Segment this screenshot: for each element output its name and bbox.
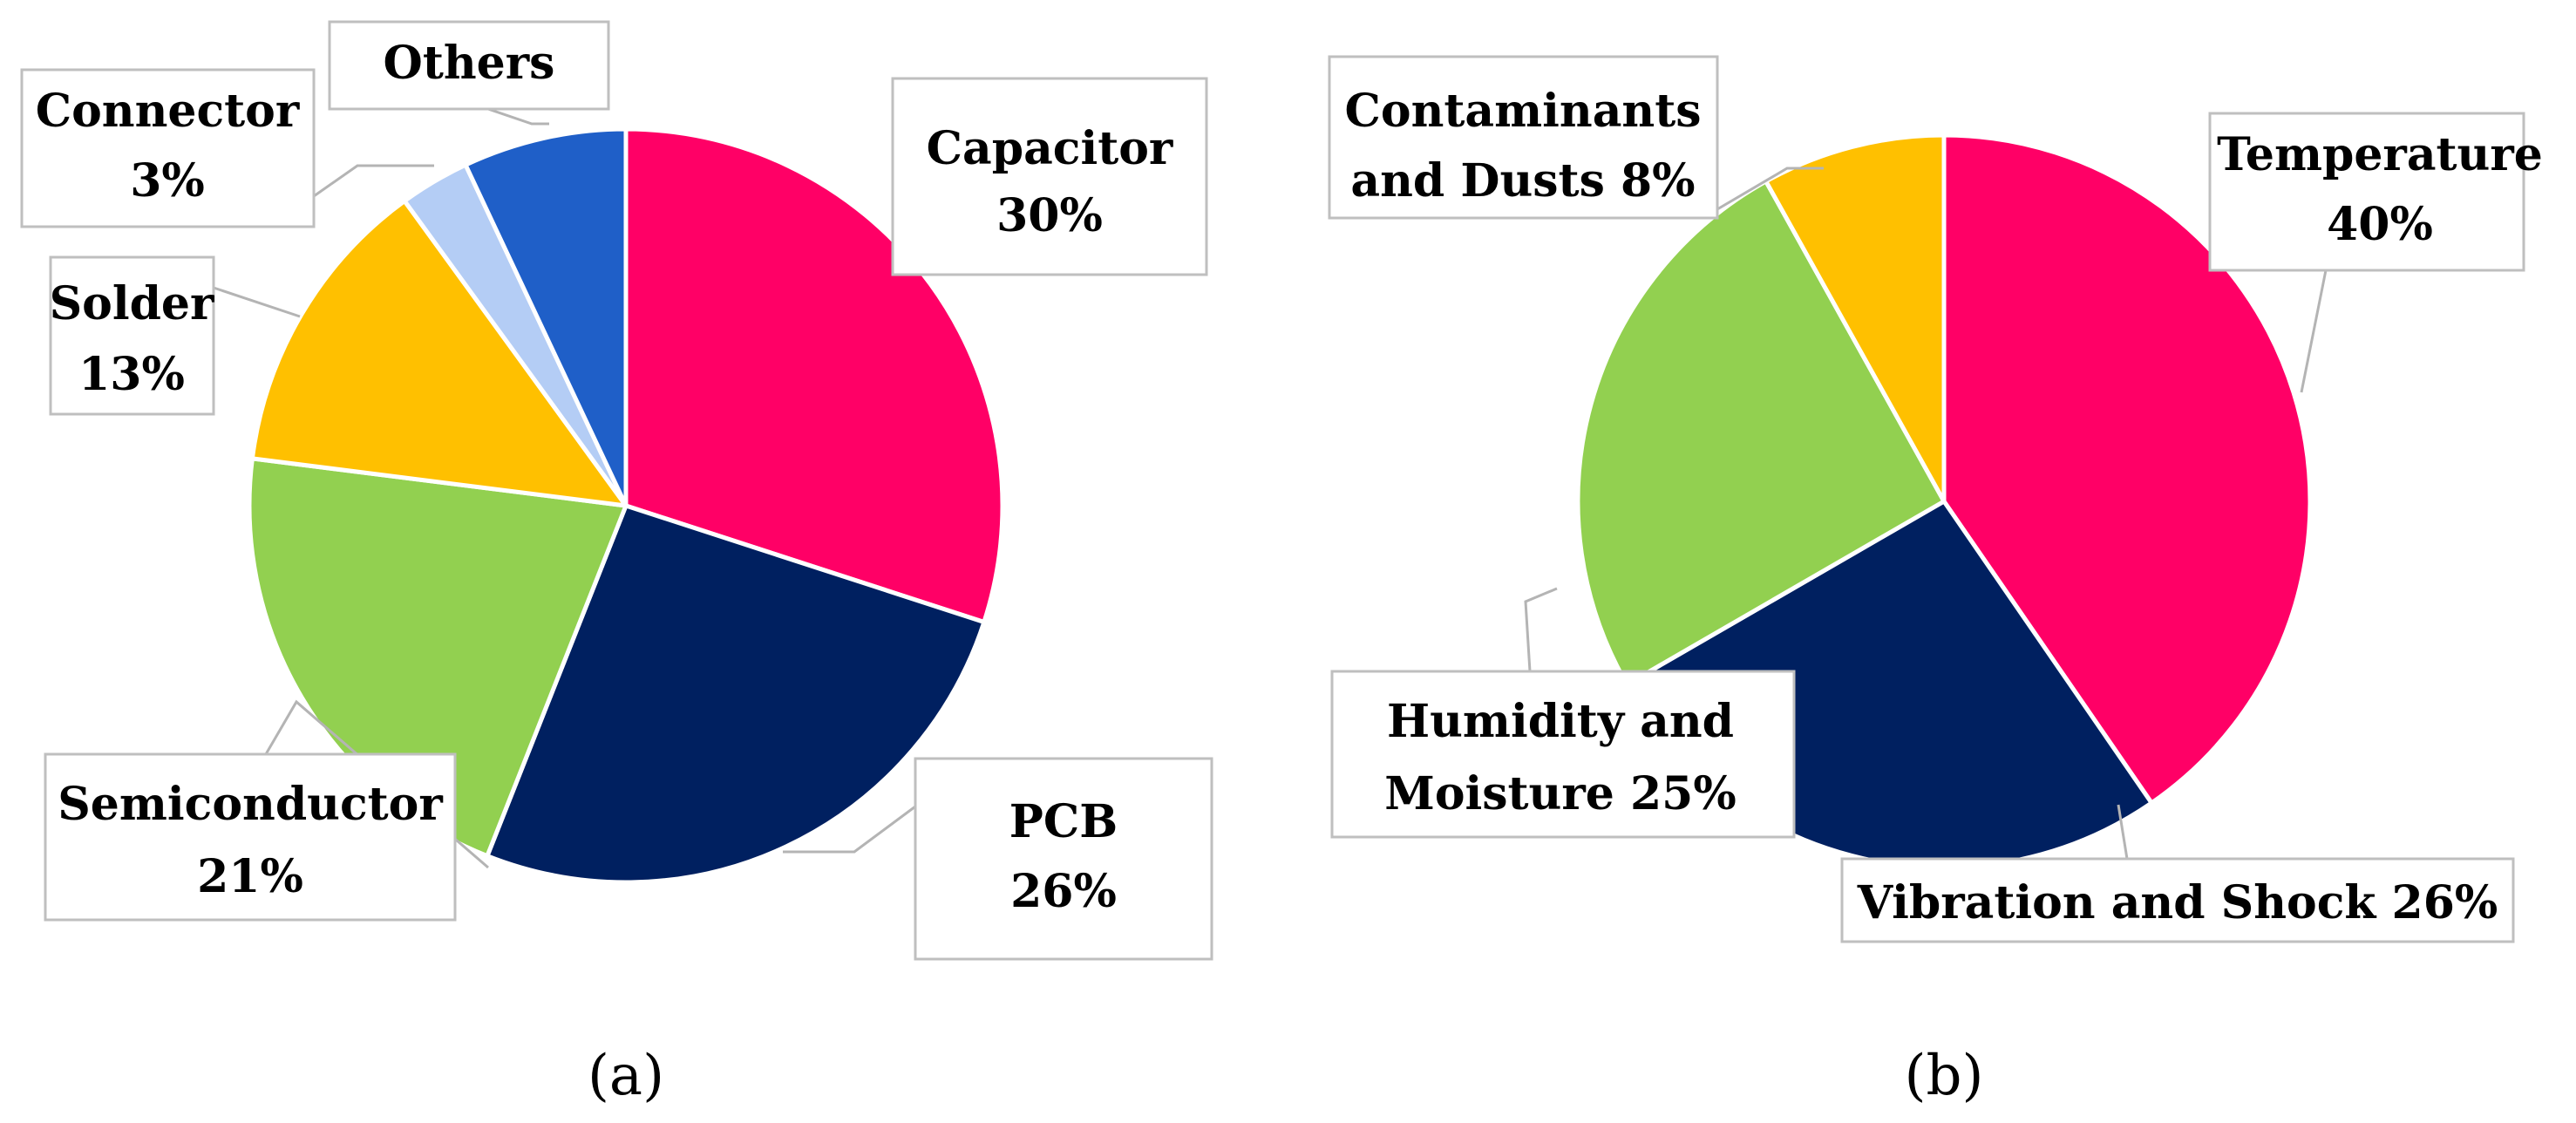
data-label: Vibration and Shock 26% [1857,876,2498,929]
data-label-box [49,255,215,416]
data-label-box [44,752,457,922]
pie-slice-others [463,126,629,508]
panel-label-b: (b) [1905,1044,1984,1108]
leader-line [487,107,549,126]
leader-line [213,286,301,318]
pie-chart-a: Capacitor 30% PCB 26% Semiconductor 21% Solder… [20,20,1213,961]
data-label: Temperature [2217,128,2543,181]
data-label: Semiconductor [58,778,443,831]
data-label-box [1328,55,1719,220]
data-label-box [1330,670,1796,839]
data-label: Moisture 25% [1384,767,1736,820]
pie-slice-pcb [485,503,987,885]
data-label: 26% [1010,865,1117,918]
data-label: Connector [36,85,300,138]
data-label: 30% [996,189,1103,242]
data-label: and Dusts 8% [1350,154,1695,208]
data-label-box [1840,857,2515,943]
data-label-box [20,68,316,228]
data-label-box [914,757,1213,961]
data-label: Humidity and [1387,695,1734,748]
data-label: Contaminants [1345,85,1702,138]
leader-line [313,164,434,198]
leader-line [783,805,916,854]
data-label: 40% [2327,198,2433,251]
pie-slice-temperature [1941,133,2313,806]
pie-slice-solder [249,199,629,508]
data-label-box [2208,112,2525,272]
leader-line [2300,269,2328,393]
pie-chart-b: Temperature 40% Vibration and Shock 26% Hum… [1328,55,2543,943]
pie-slice-humidity-and-moisture [1575,179,1947,687]
data-label: 3% [130,154,205,208]
panel-label-a: (a) [588,1044,664,1108]
data-label: Solder [50,277,214,330]
leader-line [1716,167,1824,211]
data-label-box [891,77,1208,276]
data-label: PCB [1009,795,1118,848]
leader-line [1524,587,1558,672]
data-label: 21% [197,850,303,903]
data-label: Capacitor [927,122,1173,175]
data-label-box [328,20,610,111]
leader-line [2117,804,2129,860]
pie-slice-capacitor [623,126,1005,624]
data-label: Others [384,37,555,90]
data-label: 13% [78,348,185,401]
